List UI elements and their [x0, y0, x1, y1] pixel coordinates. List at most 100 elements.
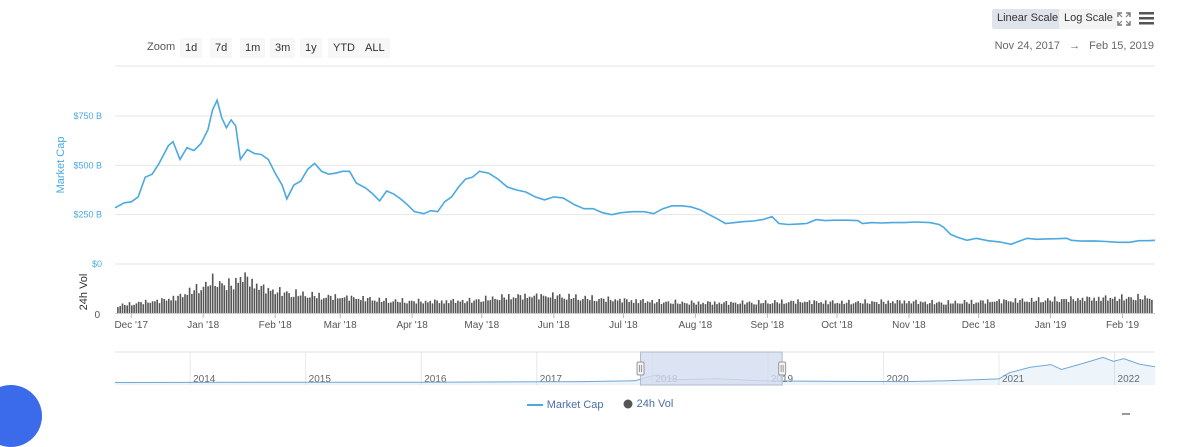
volume-bar [484, 295, 487, 313]
volume-bar [200, 290, 202, 313]
volume-bar [651, 300, 653, 313]
volume-bar [542, 295, 545, 313]
volume-bar [905, 303, 908, 313]
volume-bar [697, 301, 700, 313]
volume-bar [417, 298, 420, 313]
line-marker-icon [526, 404, 543, 406]
volume-bar [498, 300, 501, 313]
volume-bar [1021, 298, 1024, 313]
volume-bar [540, 294, 542, 313]
zoom-ytd-button[interactable]: YTD [328, 38, 360, 58]
zoom-1y-button[interactable]: 1y [300, 38, 322, 58]
zoom-all-button[interactable]: ALL [360, 38, 390, 58]
volume-bar [193, 290, 195, 313]
navigator-line [114, 356, 1156, 383]
x-tick-label: Apr '18 [396, 320, 428, 331]
volume-bar [283, 292, 286, 313]
volume-bar [852, 303, 855, 313]
zoom-7d-button[interactable]: 7d [210, 38, 233, 58]
volume-bar [207, 286, 209, 313]
volume-bar [346, 295, 348, 313]
navigator-tick-label: 2014 [193, 374, 216, 385]
volume-bar [896, 300, 899, 313]
volume-bar [508, 294, 510, 313]
navigator-selection [640, 351, 783, 386]
volume-bar [579, 300, 582, 313]
volume-bar [1007, 301, 1010, 313]
volume-bar [750, 302, 753, 313]
linear-scale-button[interactable]: Linear Scale [992, 9, 1064, 29]
volume-bar [452, 298, 455, 313]
volume-bar [1042, 302, 1044, 313]
volume-bar [1086, 296, 1088, 313]
volume-bar [841, 300, 843, 313]
volume-bar [156, 299, 158, 313]
volume-bar [154, 301, 156, 313]
volume-bar [878, 304, 880, 313]
volume-bar [348, 300, 350, 313]
volume-bar [151, 301, 154, 313]
fullscreen-icon[interactable] [1117, 12, 1131, 26]
volume-bar [1060, 299, 1063, 313]
volume-bar [1104, 295, 1107, 313]
volume-bar [246, 276, 249, 313]
volume-bar [834, 303, 836, 313]
volume-bar [198, 293, 200, 313]
date-to[interactable]: Feb 15, 2019 [1089, 40, 1154, 52]
main-chart[interactable]: $0$250 B$500 B$750 B Market Cap 24h Vol … [0, 0, 1200, 390]
volume-bar [267, 287, 270, 313]
volume-bar [917, 304, 920, 313]
volume-bar [565, 299, 568, 313]
circle-marker-icon [623, 399, 633, 409]
volume-bar [158, 303, 161, 313]
volume-bar [693, 302, 695, 313]
volume-bar [1056, 301, 1058, 313]
hamburger-menu-icon[interactable] [1139, 12, 1154, 25]
navigator-tick-label: 2017 [540, 374, 563, 385]
volume-bar [804, 301, 806, 313]
volume-bar [1148, 298, 1151, 313]
volume-bar [517, 294, 519, 313]
zoom-1d-button[interactable]: 1d [180, 38, 203, 58]
volume-bar [429, 300, 431, 313]
grid [115, 65, 1155, 265]
zoom-1m-button[interactable]: 1m [240, 38, 266, 58]
volume-bar [239, 277, 242, 313]
volume-bar [528, 296, 531, 313]
volume-bar [1070, 296, 1072, 313]
volume-bar [214, 286, 216, 313]
volume-bar [431, 303, 434, 313]
volume-bar [482, 301, 485, 313]
volume-bar [1141, 299, 1144, 313]
volume-bar [1146, 298, 1149, 313]
volume-bar [221, 283, 223, 313]
volume-bar [797, 299, 799, 313]
volume-bar [170, 300, 172, 313]
legend-item-market-cap[interactable]: Market Cap [526, 399, 604, 411]
x-tick-label: Feb '19 [1106, 320, 1139, 331]
volume-bar [1074, 301, 1077, 313]
volume-bar [299, 295, 302, 313]
volume-bar [515, 298, 517, 313]
y-axis-label: Market Cap [55, 137, 67, 194]
navigator[interactable]: 201420152016201720182019202020212022 [114, 351, 1156, 386]
volume-bar [505, 299, 508, 313]
volume-bar [799, 302, 802, 313]
volume-bar [341, 297, 344, 313]
zoom-3m-button[interactable]: 3m [270, 38, 296, 58]
log-scale-button[interactable]: Log Scale [1059, 9, 1118, 29]
floating-action-button[interactable] [0, 385, 42, 447]
volume-bar [952, 303, 954, 313]
date-from[interactable]: Nov 24, 2017 [994, 40, 1061, 52]
volume-bar [563, 298, 566, 313]
volume-bar [1097, 296, 1100, 313]
volume-bar [892, 301, 894, 313]
volume-bar [589, 300, 591, 313]
volume-bar [794, 303, 797, 313]
volume-bar [531, 297, 533, 313]
volume-bar [390, 302, 392, 313]
volume-bar [413, 301, 415, 313]
legend-item-24h-vol[interactable]: 24h Vol [623, 398, 673, 410]
volume-bar [558, 294, 561, 313]
volume-bar [739, 303, 741, 313]
